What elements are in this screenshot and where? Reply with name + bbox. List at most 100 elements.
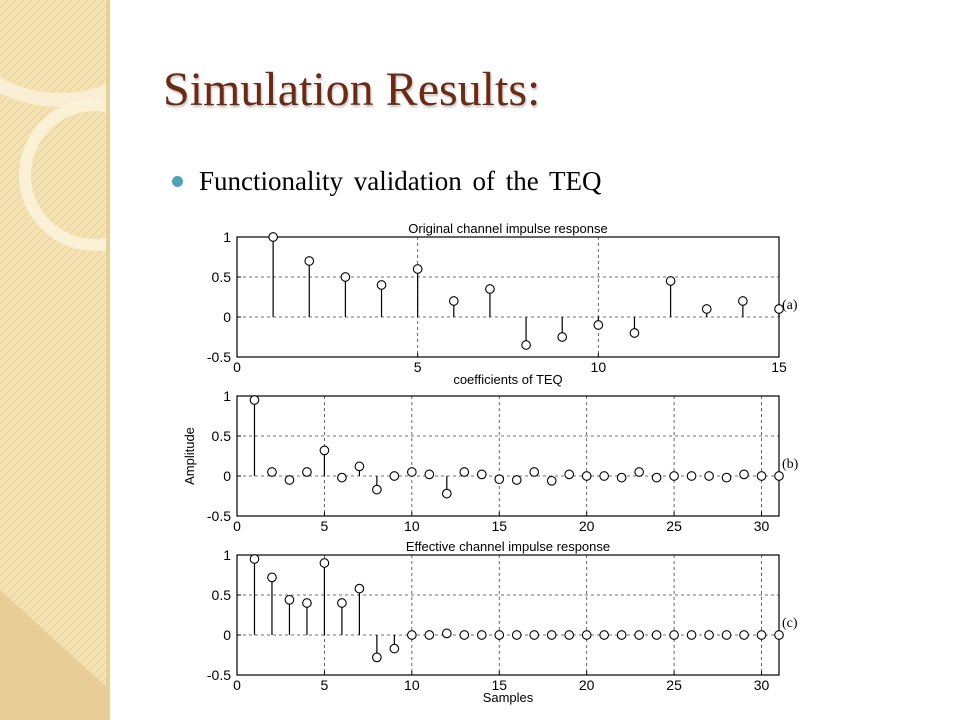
x-tick-label: 20 <box>579 518 595 534</box>
stem-marker <box>319 445 330 456</box>
stem-marker <box>686 630 697 640</box>
stem-marker <box>249 554 260 564</box>
y-axis-label: Amplitude <box>182 427 197 485</box>
stem-marker <box>337 598 347 608</box>
stem-marker <box>557 332 568 342</box>
sidebar-shade <box>0 590 110 720</box>
panel-label: (b) <box>782 457 799 472</box>
stem-marker <box>337 472 347 483</box>
stem-marker <box>721 630 732 640</box>
y-tick-label: 0.5 <box>212 428 232 444</box>
stem-marker <box>302 467 312 477</box>
x-tick-label: 5 <box>321 518 329 534</box>
stem-marker <box>581 471 592 481</box>
stem-marker <box>448 296 459 306</box>
x-tick-label: 5 <box>321 677 329 693</box>
stem-marker <box>651 630 662 640</box>
stem-marker <box>701 304 712 314</box>
stem-marker <box>412 264 423 274</box>
y-tick-label: -0.5 <box>207 508 231 524</box>
stem-marker <box>424 469 435 480</box>
x-tick-label: 15 <box>491 518 507 534</box>
x-axis-label: Samples <box>483 690 534 705</box>
y-tick-label: -0.5 <box>207 349 231 365</box>
stem-marker <box>599 471 610 481</box>
stem-marker <box>494 474 505 485</box>
stem-marker <box>616 472 627 483</box>
stem-marker <box>319 558 330 568</box>
stem-marker <box>739 469 749 480</box>
y-tick-label: 0.5 <box>212 587 232 603</box>
bullet-text: Functionality validation of the TEQ <box>199 165 602 196</box>
stem-marker <box>267 572 277 583</box>
bullet-item: Functionality validation of the TEQ <box>172 163 601 199</box>
x-tick-label: 20 <box>579 677 595 693</box>
x-axis-label: coefficients of TEQ <box>453 372 562 387</box>
stem-marker <box>581 630 592 640</box>
stem-marker <box>268 232 278 242</box>
stem-marker <box>511 630 522 640</box>
x-tick-label: 0 <box>233 677 241 693</box>
axes-box <box>236 236 780 358</box>
stem-marker <box>304 256 315 266</box>
stem-marker <box>546 475 557 486</box>
stem-marker <box>406 467 417 477</box>
x-tick-label: 30 <box>754 677 770 693</box>
x-tick-label: 15 <box>771 359 787 375</box>
stem-marker <box>546 630 557 640</box>
stem-marker <box>459 630 470 640</box>
stem-marker <box>354 583 365 594</box>
stem-marker <box>564 469 575 480</box>
stem-marker <box>494 630 505 640</box>
y-tick-label: 1 <box>223 547 231 563</box>
stem-marker <box>756 471 767 481</box>
x-tick-label: 25 <box>666 677 682 693</box>
x-tick-label: 0 <box>233 518 241 534</box>
stem-marker <box>686 471 697 481</box>
panel-label: (a) <box>782 298 798 313</box>
stem-marker <box>634 630 644 640</box>
stem-marker <box>459 467 470 477</box>
y-tick-label: 0 <box>223 309 231 325</box>
stem-marker <box>774 630 784 640</box>
y-tick-label: 1 <box>223 388 231 404</box>
axes-box <box>236 395 780 517</box>
stem-marker <box>267 467 277 477</box>
x-tick-label: 10 <box>404 518 420 534</box>
stem-marker <box>476 630 487 640</box>
stem-marker <box>665 276 676 286</box>
x-tick-label: 15 <box>491 677 507 693</box>
sidebar-ring-middle <box>19 99 110 251</box>
stem-marker <box>669 471 679 481</box>
stem-marker <box>704 471 714 481</box>
stem-marker <box>599 630 610 640</box>
stem-marker <box>739 630 749 640</box>
stem-marker <box>441 628 452 639</box>
x-tick-label: 25 <box>666 518 682 534</box>
x-tick-label: 10 <box>591 359 607 375</box>
stem-marker <box>406 630 417 640</box>
stem-marker <box>424 630 435 640</box>
stem-marker <box>372 484 382 495</box>
stem-marker <box>669 630 679 640</box>
stem-marker <box>511 475 522 485</box>
y-tick-label: 1 <box>223 229 231 245</box>
stem-marker <box>774 471 784 481</box>
stem-marker <box>284 594 295 605</box>
x-tick-label: 10 <box>404 677 420 693</box>
stem-marker <box>564 630 575 640</box>
stem-marker <box>389 643 400 654</box>
stem-marker <box>704 630 714 640</box>
stem-marker <box>441 488 452 499</box>
x-tick-label: 0 <box>233 359 241 375</box>
stem-marker <box>376 280 387 290</box>
stem-marker <box>616 630 627 640</box>
slide-title: Simulation Results: <box>163 63 541 116</box>
y-tick-label: -0.5 <box>207 667 231 683</box>
x-tick-label: 30 <box>754 518 770 534</box>
stem-marker <box>629 328 640 338</box>
